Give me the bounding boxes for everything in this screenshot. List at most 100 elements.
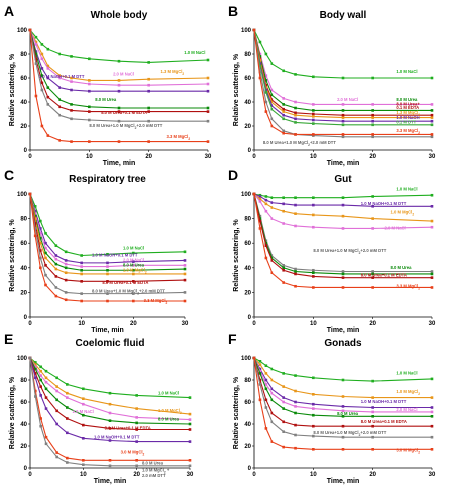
panel-d-y-axis-label: Relative scattering, %: [233, 219, 240, 292]
panel-d-series-1-0-m-nacl-point: [282, 196, 285, 199]
panel-f-series-3-0-m-mgcl2-point: [282, 445, 285, 449]
panel-a-y-tick-label: 100: [17, 28, 28, 34]
panel-b-series-3-3-m-mgcl2-point: [312, 133, 315, 136]
panel-b-series-2-0-m-nacl-point: [270, 88, 274, 92]
panel-c-series-8-0-m-urea-1-0-m-mgcl2-2-0-mm-dtt-line: [29, 193, 186, 295]
panel-a-series-1-0-m-naoh-0-1-m-dtt-point: [117, 89, 121, 93]
panel-b-series-3-3-m-mgcl2-point: [294, 133, 297, 136]
panel-b-series-1-3-m-mgcl2-point: [258, 58, 262, 62]
panel-e-series-8-0-m-urea-1-0-m-mgcl2-2-0-mm-dtt-point: [44, 442, 48, 446]
panel-d-series-8-0-m-urea-1-0-m-mgcl2-2-0-mm-dtt-point: [312, 268, 315, 272]
panel-d-label-2-0-m-nacl: 2.0 M NaCl: [385, 226, 406, 231]
panel-b-x-tick-label: 30: [429, 154, 436, 160]
panel-e-x-tick-label: 30: [187, 472, 194, 478]
panel-b-series-3-3-m-mgcl2-point: [341, 133, 345, 136]
panel-d-series-8-0-m-urea-1-0-m-mgcl2-2-0-mm-dtt: [252, 192, 434, 273]
panel-b-series-2-0-m-nacl: [252, 28, 434, 106]
panel-e-series-1-0-m-mgcl2: [28, 356, 192, 416]
panel-a-series-2-0-m-nacl-point: [147, 83, 150, 87]
panel-d-series-8-0-m-urea-point: [282, 266, 285, 270]
panel-b-series-3-3-m-mgcl2-point: [264, 110, 268, 113]
panel-f-label-8-0-m-urea-0-1-m-edta: 8.0 M Urea+0.1 M EDTA: [361, 419, 407, 424]
panel-e-series-8-0-m-urea-1-0-m-mgcl2-2-0-mm-dtt: [28, 356, 192, 468]
panel-a-label-8-0-m-urea-1-0-m-mgcl2-2-0-mm-dtt: 8.0 M Urea+1.0 M MgCl2+2.0 mM DTT: [89, 123, 162, 130]
panel-e-series-1-0-m-naoh-0-1-m-dtt-point: [188, 440, 192, 443]
panel-b-series-8-0-m-urea-1-0-m-mgcl2-2-0-mm-dtt-line: [253, 29, 432, 138]
panel-e-label-1-0-m-nacl: 1.0 M NaCl: [158, 390, 179, 395]
panel-a-series-1-3-m-mgcl2-point: [147, 77, 150, 81]
panel-b-label-8-0-m-urea: 8.0 M Urea: [396, 97, 418, 102]
panel-b-label-1-3-m-mgcl2: 1.3 M MgCl2: [396, 110, 420, 117]
panel-d-series-3-3-m-mgcl2-point: [341, 286, 345, 289]
panel-c-label-3-3-m-mgcl2: 3.3 M MgCl2: [144, 298, 168, 305]
panel-a-letter: A: [4, 3, 14, 19]
panel-a-label-3-3-m-mgcl2: 3.3 M MgCl2: [166, 134, 190, 141]
panel-c-x-tick-label: 20: [130, 321, 137, 327]
panel-a-series-1-3-m-mgcl2-point: [206, 76, 210, 80]
panel-c-series-8-0-m-urea-1-0-m-mgcl2-2-0-mm-dtt-point: [64, 291, 68, 294]
panel-f-series-1-0-m-nacl-point: [258, 360, 262, 363]
panel-d-series-8-0-m-urea-point: [264, 241, 268, 245]
panel-f-x-tick-label: 10: [310, 472, 317, 478]
panel-f-series-1-0-m-naoh-0-1-m-dtt-point: [312, 402, 315, 406]
panel-e-series-8-0-m-urea-1-0-m-mgcl2-2-0-mm-dtt-point: [108, 464, 112, 468]
panel-e-series-3-0-m-mgcl2-point: [44, 435, 48, 439]
panel-a-series-1-0-m-nacl-point: [206, 58, 210, 62]
panel-c-series-8-0-m-urea-1-0-m-mgcl2-2-0-mm-dtt-point: [106, 292, 109, 295]
panel-c-series-8-0-m-urea: [28, 192, 187, 272]
panel-f-series-1-0-m-naoh-0-1-m-dtt-line: [253, 357, 432, 409]
panel-e-series-3-0-m-mgcl2-line: [29, 357, 190, 461]
panel-c-x-axis-label: Time, min: [91, 327, 124, 334]
panel-b-series-1-3-m-mgcl2-point: [312, 115, 315, 118]
panel-b-series-8-0-m-urea-0-1-m-edta-point: [430, 113, 434, 117]
panel-e-series-2-0-m-nacl-point: [44, 380, 48, 384]
panel-b-series-0-1-m-dtt-point: [430, 123, 434, 127]
panel-c-series-3-3-m-mgcl2-point: [106, 299, 109, 303]
panel-c-y-tick-label: 20: [20, 290, 27, 296]
panel-a-series-1-3-m-mgcl2-point: [46, 64, 50, 68]
panel-a-series-1-3-m-mgcl2-point: [88, 79, 91, 82]
panel-e-series-1-0-m-mgcl2-line: [29, 357, 191, 415]
panel-d-title: Gut: [334, 174, 352, 185]
panel-b-label-0-1-m-edta: 0.1 M EDTA: [396, 105, 419, 110]
panel-d-series-1-0-m-nacl-point: [341, 196, 345, 199]
panel-c-series-8-0-m-urea-1-0-m-mgcl2-2-0-mm-dtt-point: [44, 273, 47, 277]
panel-b-series-8-0-m-urea-1-0-m-mgcl2-2-0-mm-dtt-point: [270, 117, 274, 121]
panel-a-series-8-0-m-urea-0-1-m-edta-point: [46, 95, 50, 99]
panel-c-series-3-3-m-mgcl2-point: [64, 298, 68, 302]
panel-c-series-1-0-m-mgcl2-point: [39, 241, 42, 245]
panel-d-series-3-3-m-mgcl2-line: [253, 193, 432, 289]
panel-f-label-2-0-m-nacl: 2.0 M NaCl: [396, 407, 417, 412]
panel-a-series-8-0-m-urea-0-1-m-edta-point: [117, 110, 121, 113]
panel-f-series-2-0-m-nacl-point: [294, 405, 297, 408]
panel-f-series-8-0-m-urea-1-0-m-mgcl2-2-0-mm-dtt-line: [253, 357, 432, 438]
panel-d-series-1-0-m-naoh-0-1-m-dtt-point: [430, 205, 434, 208]
panel-f-series-1-0-m-naoh-0-1-m-dtt-point: [371, 406, 374, 409]
panel-c-series-1-0-m-naoh-0-1-m-dtt-point: [44, 241, 47, 245]
panel-d-label-1-0-m-nacl: 1.0 M NaCl: [396, 186, 417, 191]
panel-c-series-8-0-m-urea-0-1-m-edta-point: [64, 278, 68, 282]
panel-b-series-3-3-m-mgcl2-point: [282, 131, 285, 135]
panel-b-label-1-0-m-naoh: 1.0 M NaOH: [396, 115, 419, 120]
panel-d-series-3-3-m-mgcl2-point: [258, 227, 262, 230]
panel-c-series-3-3-m-mgcl2-point: [44, 283, 47, 287]
panel-d-series-3-3-m-mgcl2: [252, 192, 434, 289]
panel-f-series-8-0-m-urea-point: [312, 413, 315, 417]
panel-d-series-8-0-m-urea-0-1-m-edta-point: [294, 272, 297, 276]
panel-a-series-8-0-m-urea-point: [70, 103, 73, 106]
panel-a-series-3-3-m-mgcl2-point: [88, 140, 91, 143]
panel-c-series-1-0-m-nacl-point: [33, 205, 37, 208]
panel-e-x-tick-label: 20: [133, 472, 140, 478]
panel-e-series-8-0-m-urea-0-1-m-edta-point: [34, 372, 37, 375]
panel-c-series-1-0-m-nacl-point: [44, 232, 47, 235]
panel-a-series-8-0-m-urea-1-0-m-mgcl2-2-0-mm-dtt-line: [29, 29, 208, 122]
panel-d-series-2-0-m-nacl: [252, 192, 434, 230]
panel-c-y-tick-label: 100: [17, 192, 28, 198]
panel-c-label-2-0-m-nacl: 2.0 M NaCl: [123, 258, 144, 263]
panel-c-title: Respiratory tree: [69, 174, 146, 185]
panel-f-series-1-0-m-mgcl2-point: [294, 389, 297, 393]
panel-f-series-1-0-m-naoh-0-1-m-dtt-point: [264, 378, 268, 382]
panel-b-series-1-0-m-nacl-point: [312, 75, 315, 79]
panel-f: F Gonads 0 20 40 60 80 100 0 10 20 30 Time, min Relat…: [228, 331, 436, 485]
panel-a-series-8-0-m-urea-1-0-m-mgcl2-2-0-mm-dtt-point: [70, 117, 73, 121]
